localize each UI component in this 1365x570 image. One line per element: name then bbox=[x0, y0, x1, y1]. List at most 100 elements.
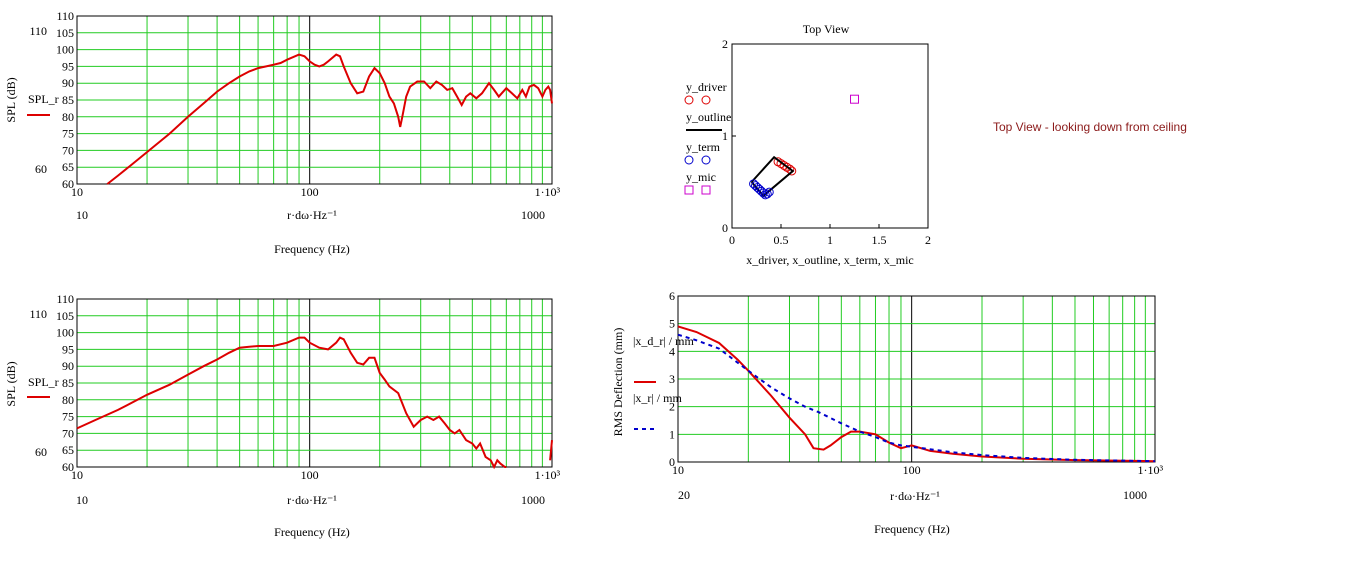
x-tick-label: 10 bbox=[672, 463, 684, 477]
y-tick-label: 80 bbox=[62, 393, 74, 407]
x-tick-label: 0.5 bbox=[774, 233, 789, 247]
scatter-point bbox=[764, 187, 774, 197]
y-tick-label: 70 bbox=[62, 426, 74, 440]
deflection-chart-xticks: 10 100 1·10³ bbox=[672, 463, 1164, 477]
legend-driver-marker-b bbox=[701, 95, 711, 105]
x-tick-label: 100 bbox=[903, 463, 921, 477]
spl-chart-bottom-legend-label: SPL_r bbox=[28, 375, 59, 389]
y-tick-label: 85 bbox=[62, 93, 74, 107]
y-tick-label: 110 bbox=[56, 9, 74, 23]
top-view-note: Top View - looking down from ceiling bbox=[993, 120, 1187, 134]
top-view-chart: Top View 0 1 2 0 0.5 1 1.5 2 x_driver, x_outli… bbox=[684, 22, 931, 267]
x-tick-label: 1·10³ bbox=[535, 185, 561, 199]
top-view-plot-area bbox=[731, 43, 929, 229]
spl-chart-top-yticks: 60 65 70 75 80 85 90 95 100 105 110 bbox=[56, 9, 74, 191]
x-tick-label: 1·10³ bbox=[1138, 463, 1164, 477]
spl-chart-bottom: 60 65 70 75 80 85 90 95 100 105 110 10 100 1·10³ 110… bbox=[4, 292, 561, 539]
y-tick-label: 95 bbox=[62, 342, 74, 356]
y-tick-label: 6 bbox=[669, 289, 675, 303]
legend-xdr-label: |x_d_r| / mm bbox=[633, 334, 694, 348]
spl-chart-top-legend-label: SPL_r bbox=[28, 92, 59, 106]
y-tick-label: 5 bbox=[669, 317, 675, 331]
deflection-chart-gridlines bbox=[678, 296, 1155, 462]
legend-driver-marker-a bbox=[684, 95, 694, 105]
legend-mic-marker-b bbox=[701, 185, 711, 195]
y-tick-label: 60 bbox=[62, 460, 74, 474]
scatter-point bbox=[762, 189, 772, 199]
spl-chart-top-xcaption: Frequency (Hz) bbox=[274, 242, 350, 256]
spl-chart-top-ylabel: SPL (dB) bbox=[4, 77, 18, 122]
legend-y-outline: y_outline bbox=[686, 110, 731, 124]
legend-y-mic: y_mic bbox=[686, 170, 716, 184]
y-tick-label: 65 bbox=[62, 443, 74, 457]
y-tick-label: 3 bbox=[669, 372, 675, 386]
y-tick-label: 75 bbox=[62, 127, 74, 141]
spl-chart-bottom-xlabel: r·dω·Hz⁻¹ bbox=[287, 493, 337, 507]
y-tick-label: 65 bbox=[62, 160, 74, 174]
deflection-chart-ylabel: RMS Deflection (mm) bbox=[611, 328, 625, 437]
y-tick-label: 105 bbox=[56, 26, 74, 40]
y-tick-label: 85 bbox=[62, 376, 74, 390]
spl-chart-bottom-yticks: 60 65 70 75 80 85 90 95 100 105 110 bbox=[56, 292, 74, 474]
spl-chart-top-extra-x-10: 10 bbox=[76, 208, 88, 222]
spl-chart-bottom-xticks: 10 100 1·10³ bbox=[71, 468, 561, 482]
x-tick-label: 2 bbox=[925, 233, 931, 247]
legend-y-term: y_term bbox=[686, 140, 721, 154]
y-tick-label: 2 bbox=[722, 37, 728, 51]
y-tick-label: 4 bbox=[669, 344, 675, 358]
spl-chart-top-extra-y-60: 60 bbox=[35, 162, 47, 176]
top-view-xlabel: x_driver, x_outline, x_term, x_mic bbox=[746, 253, 913, 267]
spl-chart-bottom-edge-line bbox=[549, 440, 553, 461]
deflection-chart: 0 1 2 3 4 5 6 10 100 1·10³ 20 1000 r·dω·Hz⁻¹ Fre… bbox=[611, 289, 1164, 536]
spl-chart-top-extra-x-1000: 1000 bbox=[521, 208, 545, 222]
legend-term-marker-b bbox=[701, 155, 711, 165]
deflection-chart-xlabel: r·dω·Hz⁻¹ bbox=[890, 489, 940, 503]
mic-point bbox=[850, 94, 859, 104]
y-tick-label: 0 bbox=[669, 455, 675, 469]
spl-chart-bottom-extra-y-60: 60 bbox=[35, 445, 47, 459]
y-tick-label: 90 bbox=[62, 359, 74, 373]
spl-chart-top-xlabel: r·dω·Hz⁻¹ bbox=[287, 208, 337, 222]
spl-chart-top-gridlines bbox=[77, 16, 552, 184]
top-view-series bbox=[749, 94, 859, 200]
y-tick-label: 1 bbox=[722, 129, 728, 143]
spl-chart-bottom-gridlines bbox=[77, 299, 552, 467]
x-tick-label: 10 bbox=[71, 185, 83, 199]
deflection-chart-yticks: 0 1 2 3 4 5 6 bbox=[669, 289, 675, 469]
deflection-chart-plot-area bbox=[677, 295, 1156, 463]
legend-xr-label: |x_r| / mm bbox=[633, 391, 682, 405]
scatter-point bbox=[758, 188, 768, 198]
spl-chart-top-xticks: 10 100 1·10³ bbox=[71, 185, 561, 199]
spl-chart-bottom-extra-x-1000: 1000 bbox=[521, 493, 545, 507]
legend-mic-marker-a bbox=[684, 185, 694, 195]
x-tick-label: 10 bbox=[71, 468, 83, 482]
top-view-yticks: 0 1 2 bbox=[722, 37, 736, 235]
top-view-title: Top View bbox=[803, 22, 850, 36]
deflection-chart-dashed-line bbox=[677, 333, 1156, 463]
spl-chart-bottom-extra-y-110: 110 bbox=[29, 307, 47, 321]
spl-chart-bottom-xcaption: Frequency (Hz) bbox=[274, 525, 350, 539]
x-tick-label: 0 bbox=[729, 233, 735, 247]
y-tick-label: 95 bbox=[62, 59, 74, 73]
y-tick-label: 75 bbox=[62, 410, 74, 424]
spl-chart-bottom-extra-x-10: 10 bbox=[76, 493, 88, 507]
deflection-chart-extra-x-20: 20 bbox=[678, 488, 690, 502]
x-tick-label: 100 bbox=[301, 468, 319, 482]
spl-chart-top: 60 65 70 75 80 85 90 95 100 105 110 10 100 1·10³ 110… bbox=[4, 9, 561, 256]
spl-chart-bottom-series-line bbox=[76, 336, 507, 470]
y-tick-label: 100 bbox=[56, 43, 74, 57]
x-tick-label: 1·10³ bbox=[535, 468, 561, 482]
legend-term-marker-a bbox=[684, 155, 694, 165]
y-tick-label: 0 bbox=[722, 221, 728, 235]
y-tick-label: 80 bbox=[62, 110, 74, 124]
y-tick-label: 2 bbox=[669, 400, 675, 414]
y-tick-label: 100 bbox=[56, 326, 74, 340]
y-tick-label: 105 bbox=[56, 309, 74, 323]
spl-chart-bottom-plot-area bbox=[76, 298, 553, 468]
deflection-chart-xcaption: Frequency (Hz) bbox=[874, 522, 950, 536]
spl-chart-top-series-line bbox=[106, 53, 553, 185]
x-tick-label: 1.5 bbox=[872, 233, 887, 247]
scatter-point bbox=[787, 166, 797, 176]
y-tick-label: 60 bbox=[62, 177, 74, 191]
